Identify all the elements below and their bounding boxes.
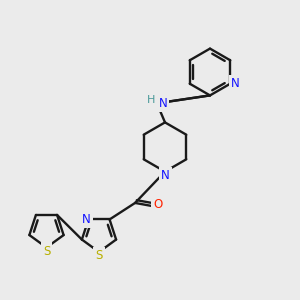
Text: O: O xyxy=(153,198,162,211)
Text: S: S xyxy=(43,244,50,258)
Text: N: N xyxy=(231,77,240,90)
Text: S: S xyxy=(95,249,103,262)
Text: N: N xyxy=(82,213,90,226)
Text: N: N xyxy=(160,169,169,182)
Text: H: H xyxy=(147,95,155,105)
Text: N: N xyxy=(158,97,167,110)
